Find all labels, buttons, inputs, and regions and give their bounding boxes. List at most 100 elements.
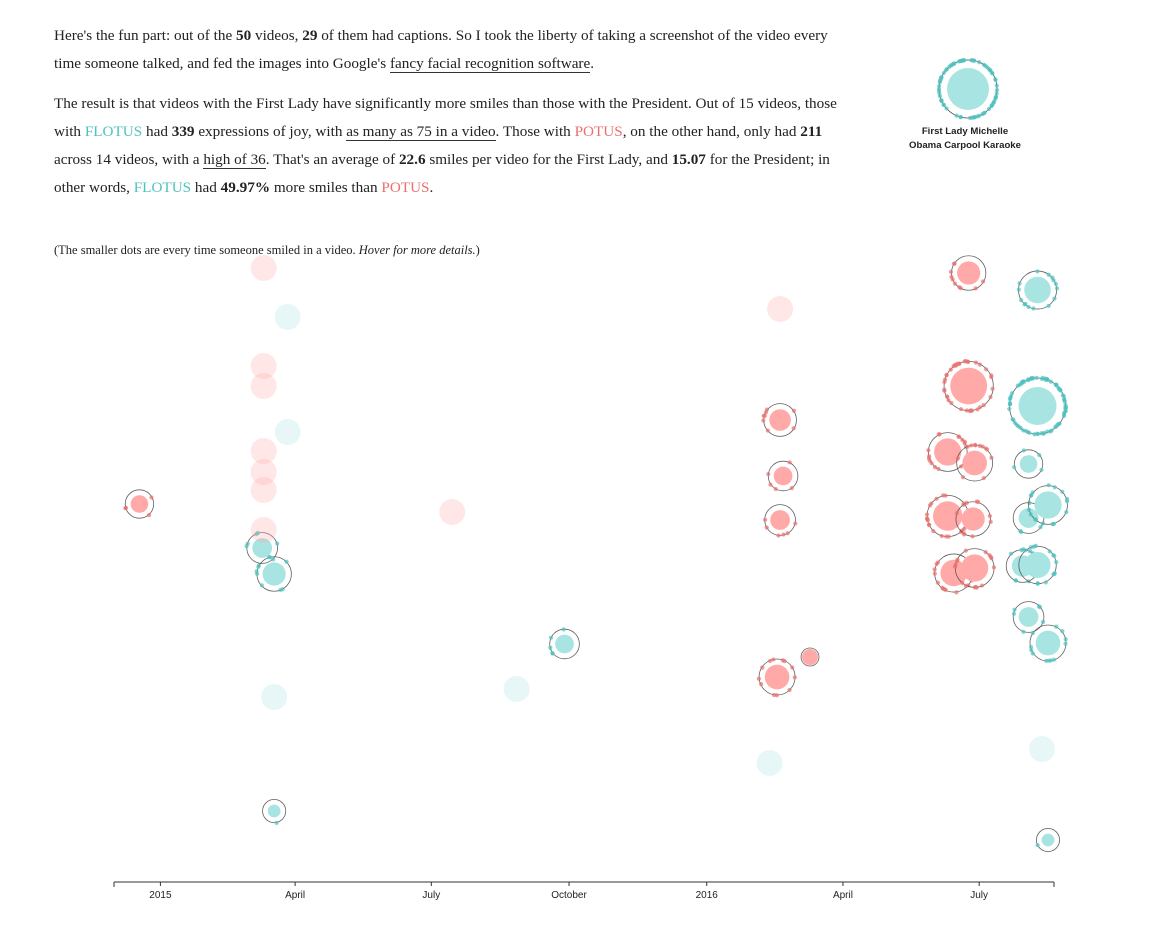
smile-dot[interactable] [984, 447, 990, 452]
smile-dot[interactable] [958, 464, 964, 469]
smile-dot[interactable] [278, 587, 283, 593]
potus-video-marker[interactable] [439, 499, 466, 525]
smile-dot[interactable] [927, 458, 932, 463]
smile-dot[interactable] [935, 580, 940, 585]
smile-dot[interactable] [963, 583, 968, 589]
smile-dot[interactable] [964, 500, 969, 505]
smile-dot[interactable] [1034, 375, 1039, 380]
smile-dot[interactable] [1028, 644, 1034, 650]
smile-dot[interactable] [987, 513, 992, 519]
potus-video-marker[interactable] [767, 296, 794, 322]
potus-video-marker[interactable] [250, 255, 277, 281]
smile-dot[interactable] [939, 533, 944, 539]
video-dot[interactable] [764, 664, 790, 690]
smile-dot[interactable] [944, 394, 950, 399]
flotus-video-marker[interactable] [274, 419, 301, 445]
smile-dot[interactable] [1007, 406, 1012, 412]
smile-dot[interactable] [781, 532, 786, 537]
flotus-video-marker[interactable] [1011, 601, 1046, 634]
smile-dot[interactable] [1046, 483, 1051, 488]
smile-dot[interactable] [952, 564, 958, 569]
smile-dot[interactable] [981, 403, 986, 408]
smile-dot[interactable] [989, 373, 994, 378]
smile-dot[interactable] [1013, 578, 1018, 583]
smile-dot[interactable] [942, 587, 947, 592]
smile-dot[interactable] [949, 400, 954, 406]
smile-dot[interactable] [1009, 391, 1015, 396]
video-dot[interactable] [1041, 833, 1055, 847]
smile-dot[interactable] [979, 583, 985, 588]
flotus-video-marker[interactable] [1007, 375, 1069, 437]
smile-dot[interactable] [256, 563, 261, 568]
smile-dot[interactable] [1010, 417, 1015, 422]
smile-dot[interactable] [1063, 409, 1068, 414]
flotus-video-marker[interactable] [1016, 269, 1060, 311]
video-dot[interactable] [130, 495, 149, 513]
smile-dot[interactable] [771, 692, 777, 698]
smile-dot[interactable] [550, 651, 555, 656]
video-dot[interactable] [1035, 630, 1061, 656]
smile-dot[interactable] [1054, 424, 1059, 429]
potus-video-marker[interactable] [756, 657, 797, 698]
flotus-video-marker[interactable] [503, 676, 530, 702]
smile-dot[interactable] [1046, 272, 1051, 277]
potus-video-marker[interactable] [250, 353, 277, 379]
smile-dot[interactable] [766, 471, 771, 477]
potus-video-marker[interactable] [761, 403, 797, 437]
smile-dot[interactable] [561, 627, 566, 632]
video-dot[interactable] [252, 538, 273, 558]
smile-dot[interactable] [1057, 386, 1062, 392]
smile-dot[interactable] [780, 658, 785, 663]
flotus-video-marker[interactable] [1018, 543, 1059, 586]
smile-dot[interactable] [1060, 628, 1065, 634]
faded-video-dot[interactable] [503, 676, 530, 702]
smile-dot[interactable] [1028, 545, 1034, 550]
smile-dot[interactable] [962, 526, 967, 531]
smile-dot[interactable] [955, 558, 960, 564]
smile-dot[interactable] [773, 486, 778, 492]
video-dot[interactable] [1024, 276, 1051, 304]
smile-dot[interactable] [927, 454, 932, 459]
smile-dot[interactable] [1046, 303, 1051, 309]
potus-video-marker[interactable] [250, 477, 277, 503]
smile-dot[interactable] [960, 580, 965, 586]
smile-dot[interactable] [984, 367, 989, 372]
smile-dot[interactable] [761, 418, 766, 423]
smile-dot[interactable] [254, 569, 259, 574]
smile-dot[interactable] [791, 426, 796, 431]
flotus-video-marker[interactable] [244, 530, 280, 564]
smile-dot[interactable] [962, 439, 968, 444]
smile-dot[interactable] [958, 407, 964, 412]
smile-dot[interactable] [1049, 428, 1054, 433]
smile-dot[interactable] [962, 532, 967, 537]
smile-dot[interactable] [937, 432, 942, 437]
smile-dot[interactable] [927, 503, 933, 508]
smile-dot[interactable] [973, 360, 979, 365]
video-dot[interactable] [957, 261, 981, 285]
smile-dot[interactable] [925, 516, 930, 522]
smile-dot[interactable] [960, 475, 966, 480]
smile-dot[interactable] [1035, 842, 1040, 848]
smile-dot[interactable] [765, 428, 770, 433]
smile-dot[interactable] [789, 486, 794, 491]
smile-dot[interactable] [1050, 275, 1055, 280]
smile-dot[interactable] [259, 583, 264, 588]
smile-dot[interactable] [1039, 467, 1044, 473]
smile-dot[interactable] [1026, 507, 1032, 512]
smile-dot[interactable] [1063, 404, 1068, 410]
smile-dot[interactable] [1052, 296, 1057, 301]
potus-video-marker[interactable] [250, 373, 277, 399]
smile-dot[interactable] [275, 541, 280, 546]
smile-dot[interactable] [785, 531, 790, 536]
smile-dot[interactable] [991, 565, 997, 570]
potus-video-marker[interactable] [924, 493, 971, 539]
video-dot[interactable] [1018, 508, 1039, 528]
smile-dot[interactable] [1027, 430, 1032, 435]
smile-dot[interactable] [944, 373, 949, 378]
flotus-video-marker[interactable] [261, 684, 288, 710]
potus-video-marker[interactable] [800, 647, 820, 667]
smile-dot[interactable] [763, 410, 769, 415]
video-dot[interactable] [773, 466, 793, 486]
video-dot[interactable] [555, 634, 574, 654]
smile-dot[interactable] [1021, 448, 1026, 453]
